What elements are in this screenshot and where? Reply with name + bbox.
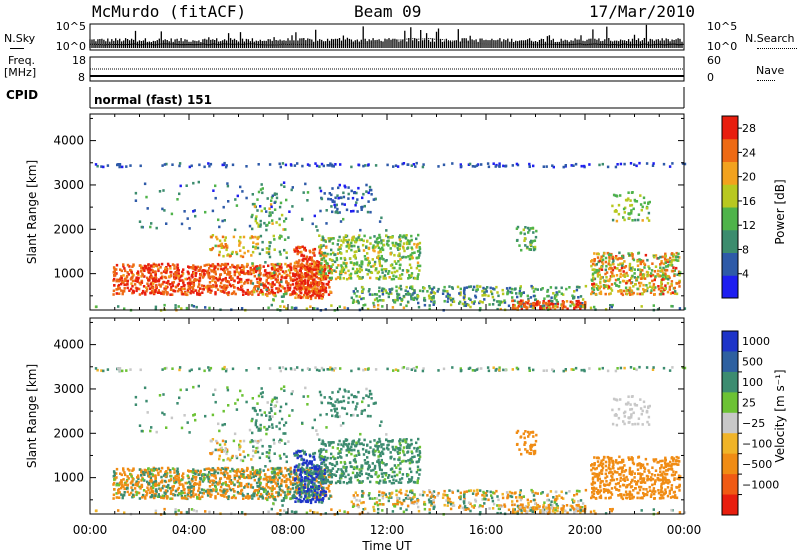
noise-sky-trace [89, 24, 683, 48]
noise-left-tick-bottom: 10^0 [56, 40, 86, 53]
velocity-colorbar-swatch [722, 453, 738, 475]
nsearch-label: N.Search [745, 32, 795, 45]
x-axis-label: Time UT [361, 539, 412, 553]
velocity-colorbar-tick: −1000 [742, 478, 779, 491]
velocity-scatter [94, 365, 687, 516]
power-colorbar-swatch [722, 161, 738, 185]
nave-label: Nave [756, 64, 785, 77]
power-ytick-label: 1000 [53, 267, 84, 281]
power-ytick-label: 3000 [53, 178, 84, 192]
freq-left-tick-bottom: 8 [78, 71, 85, 84]
freq-left-tick-top: 18 [72, 54, 86, 67]
power-panel: 1000 2000 3000 4000 Slant Range [km] [25, 113, 687, 312]
x-tick-label: 12:00 [370, 523, 405, 537]
power-colorbar-swatch [722, 229, 738, 253]
freq-label: Freq. [8, 54, 36, 67]
station-title: McMurdo (fitACF) [92, 2, 247, 21]
freq-right-tick-bottom: 0 [707, 71, 714, 84]
noise-strip: 10^5 10^0 10^5 10^0 [56, 20, 737, 53]
x-tick-label: 20:00 [568, 523, 603, 537]
power-colorbar-tick: 16 [742, 195, 756, 208]
power-colorbar-tick: 8 [742, 243, 749, 256]
power-colorbar-swatch [722, 275, 738, 299]
velocity-ytick-label: 2000 [53, 426, 84, 440]
x-tick-label: 00:00 [667, 523, 702, 537]
power-colorbar: 4 8 12 16 20 24 28 [721, 115, 756, 299]
x-tick-label: 00:00 [73, 523, 108, 537]
velocity-colorbar-swatch [722, 331, 738, 352]
velocity-colorbar-tick: 500 [742, 356, 763, 369]
beam-title: Beam 09 [354, 2, 422, 21]
velocity-colorbar-label: Velocity [m s⁻¹] [773, 369, 787, 462]
noise-search-trace [90, 37, 685, 46]
velocity-colorbar-tick: 25 [742, 397, 756, 410]
velocity-colorbar-tick: −100 [742, 437, 772, 450]
nave-line [757, 80, 775, 81]
power-colorbar-swatch [722, 138, 738, 162]
x-tick-label: 04:00 [172, 523, 207, 537]
nsky-line [10, 48, 24, 49]
velocity-colorbar-tick: 1000 [742, 335, 770, 348]
velocity-colorbar-swatch [722, 433, 738, 455]
x-tick-label: 08:00 [271, 523, 306, 537]
velocity-colorbar-swatch [722, 474, 738, 496]
noise-right-tick-top: 10^5 [707, 20, 737, 33]
velocity-colorbar-tick: −25 [742, 417, 765, 430]
velocity-colorbar-swatch [722, 392, 738, 414]
cpid-value: normal (fast) 151 [94, 93, 212, 107]
velocity-colorbar-swatch [722, 494, 738, 516]
power-colorbar-swatch [722, 207, 738, 231]
nsky-label: N.Sky [4, 32, 36, 45]
noise-right-tick-bottom: 10^0 [707, 40, 737, 53]
power-colorbar-swatch [722, 184, 738, 208]
velocity-ytick-label: 1000 [53, 471, 84, 485]
power-colorbar-tick: 28 [742, 122, 756, 135]
date-title: 17/Mar/2010 [589, 2, 695, 21]
noise-left-tick-top: 10^5 [56, 20, 86, 33]
velocity-ytick-label: 3000 [53, 382, 84, 396]
power-colorbar-tick: 4 [742, 268, 749, 281]
nsearch-line [757, 48, 797, 49]
cpid-label: CPID [6, 88, 39, 102]
power-colorbar-tick: 24 [742, 146, 756, 159]
power-colorbar-swatch [722, 252, 738, 276]
cpid-strip: normal (fast) 151 [89, 87, 685, 109]
power-ylabel: Slant Range [km] [25, 160, 39, 264]
velocity-colorbar-swatch [722, 412, 738, 434]
velocity-ytick-label: 4000 [53, 338, 84, 352]
velocity-ylabel: Slant Range [km] [25, 364, 39, 468]
power-colorbar-tick: 12 [742, 219, 756, 232]
velocity-colorbar: 1000 500 100 25 −25 −100 −500 −1000 [721, 330, 779, 516]
freq-strip: 18 8 60 0 [72, 54, 721, 84]
velocity-panel: 1000 2000 3000 4000 Slant Range [km] [25, 317, 687, 516]
freq-unit-label: [MHz] [4, 66, 37, 79]
power-colorbar-swatch [722, 116, 738, 140]
x-tick-label: 16:00 [469, 523, 504, 537]
velocity-colorbar-tick: 100 [742, 376, 763, 389]
power-scatter [94, 161, 687, 312]
power-ytick-label: 2000 [53, 222, 84, 236]
freq-right-tick-top: 60 [707, 54, 721, 67]
velocity-colorbar-swatch [722, 371, 738, 393]
velocity-colorbar-tick: −500 [742, 458, 772, 471]
power-ytick-label: 4000 [53, 134, 84, 148]
power-colorbar-tick: 20 [742, 171, 756, 184]
power-colorbar-label: Power [dB] [773, 179, 787, 244]
velocity-colorbar-swatch [722, 351, 738, 373]
